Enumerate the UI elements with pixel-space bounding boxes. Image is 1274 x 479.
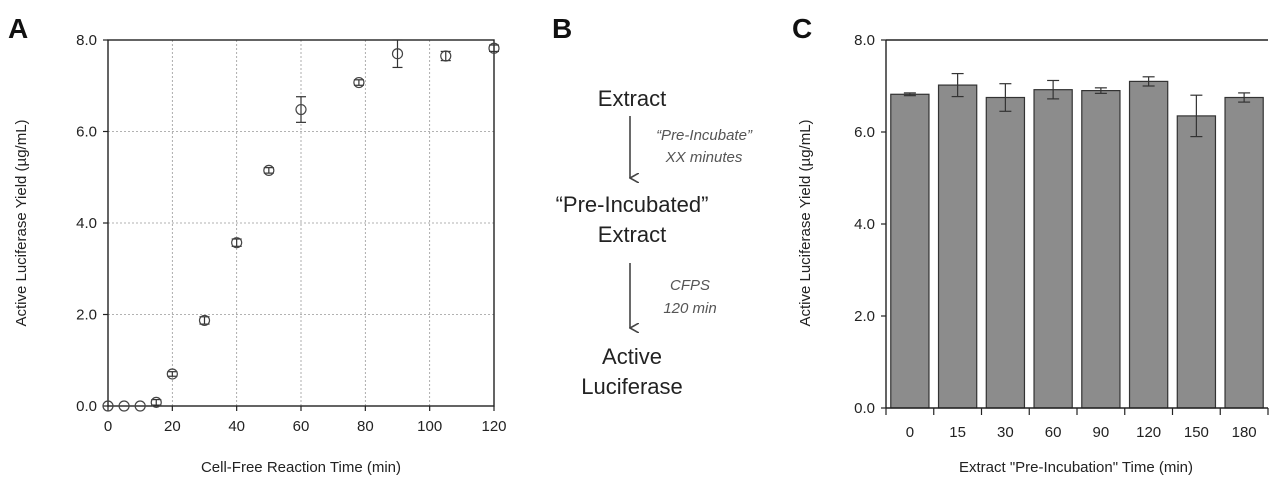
- x-tick-label: 0: [104, 418, 112, 435]
- flow-note-120-min: 120 min: [663, 300, 716, 317]
- scatter-points: [102, 39, 500, 412]
- y-tick-label: 4.0: [76, 215, 97, 232]
- data-point: [488, 42, 500, 54]
- data-point: [440, 50, 452, 62]
- bar: [1081, 89, 1121, 409]
- bar-y-tick-label: 2.0: [854, 308, 875, 325]
- bar-category-label: 0: [906, 424, 914, 441]
- bar: [1224, 96, 1264, 409]
- y-tick-label: 8.0: [76, 32, 97, 49]
- bar-category-label: 120: [1136, 424, 1161, 441]
- bar-series: [890, 72, 1264, 409]
- bar-category-label: 30: [997, 424, 1014, 441]
- scatter-chart-a: 0 20 40 60 80 100 120 0.0 2.0 4.0 6.0 8.0 Cell-Free…: [13, 32, 507, 476]
- flow-step-extract-2: Extract: [598, 222, 666, 247]
- bar: [1128, 80, 1169, 409]
- bar-y-tick-label: 6.0: [854, 124, 875, 141]
- data-point: [231, 237, 243, 249]
- bar: [985, 96, 1026, 409]
- flow-step-extract: Extract: [598, 86, 666, 111]
- bar: [937, 84, 978, 409]
- bar-y-tick-label: 4.0: [854, 216, 875, 233]
- bar: [1176, 115, 1217, 409]
- bar-x-axis-label: Extract "Pre-Incubation" Time (min): [959, 459, 1193, 476]
- data-point: [295, 103, 307, 116]
- flow-note-pre-incubate: “Pre-Incubate”: [656, 127, 753, 144]
- bar-y-tick-label: 8.0: [854, 32, 875, 49]
- bar-category-label: 60: [1045, 424, 1062, 441]
- flow-step-pre-incubated: “Pre-Incubated”: [556, 192, 709, 217]
- y-tick-label: 0.0: [76, 398, 97, 415]
- x-tick-label: 120: [481, 418, 506, 435]
- data-point: [263, 164, 275, 176]
- bar-axes: 0.0 2.0 4.0 6.0 8.0 0 15 30 60 90 120 150 180: [854, 32, 1269, 441]
- data-point: [118, 400, 130, 412]
- data-point: [102, 400, 114, 412]
- panel-label-b: B: [552, 13, 572, 44]
- x-tick-label: 60: [293, 418, 310, 435]
- flow-note-xx-minutes: XX minutes: [665, 149, 743, 166]
- x-tick-label: 20: [164, 418, 181, 435]
- x-tick-label: 40: [228, 418, 245, 435]
- bar-category-label: 150: [1184, 424, 1209, 441]
- y-tick-label: 6.0: [76, 124, 97, 141]
- flow-diagram: Extract “Pre-Incubate” XX minutes “Pre-I…: [556, 86, 753, 399]
- flow-step-active: Active: [602, 344, 662, 369]
- bar-y-axis-label: Active Luciferase Yield (µg/mL): [797, 119, 814, 326]
- data-point: [353, 76, 365, 89]
- y-tick-label: 2.0: [76, 307, 97, 324]
- x-tick-label: 100: [417, 418, 442, 435]
- panel-label-a: A: [8, 13, 28, 44]
- flow-step-luciferase: Luciferase: [581, 374, 683, 399]
- x-tick-label: 80: [357, 418, 374, 435]
- panel-label-c: C: [792, 13, 812, 44]
- data-point: [391, 48, 404, 60]
- data-point: [166, 368, 178, 380]
- bar-category-label: 180: [1232, 424, 1257, 441]
- bar-y-tick-label: 0.0: [854, 400, 875, 417]
- bar: [890, 93, 930, 409]
- flow-note-cfps: CFPS: [670, 277, 710, 294]
- data-point: [134, 400, 146, 412]
- scatter-grid: [108, 40, 494, 406]
- bar-category-label: 15: [949, 424, 966, 441]
- bar-chart-c: 0.0 2.0 4.0 6.0 8.0 0 15 30 60 90 120 150 180 Extrac…: [797, 32, 1269, 476]
- scatter-x-axis-label: Cell-Free Reaction Time (min): [201, 459, 401, 476]
- bar-category-label: 90: [1093, 424, 1110, 441]
- scatter-y-axis-label: Active Luciferase Yield (µg/mL): [13, 119, 30, 326]
- bar: [1033, 89, 1073, 409]
- scatter-axes: 0 20 40 60 80 100 120 0.0 2.0 4.0 6.0 8.0: [76, 32, 506, 435]
- data-point: [150, 396, 162, 408]
- data-point: [198, 314, 211, 327]
